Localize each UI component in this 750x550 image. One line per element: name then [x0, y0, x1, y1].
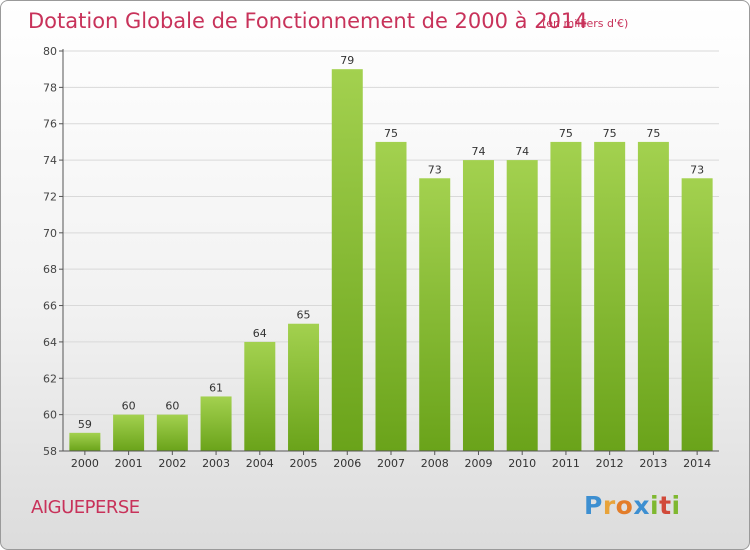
y-tick-label: 78: [43, 81, 57, 94]
y-tick-label: 58: [43, 445, 57, 458]
logo-letter: x: [633, 491, 650, 520]
bar-value-label: 60: [122, 400, 136, 413]
y-tick-label: 62: [43, 372, 57, 385]
x-tick-label: 2004: [246, 457, 274, 470]
bar-2001: [113, 414, 145, 451]
bar-value-label: 59: [78, 418, 92, 431]
x-tick-label: 2001: [115, 457, 143, 470]
x-tick-label: 2011: [552, 457, 580, 470]
x-tick-label: 2012: [596, 457, 624, 470]
bar-value-label: 60: [165, 400, 179, 413]
y-tick-label: 64: [43, 336, 57, 349]
bar-value-label: 73: [428, 163, 442, 176]
bar-2010: [506, 160, 538, 451]
logo-letter: t: [659, 491, 672, 520]
bar-2002: [156, 414, 188, 451]
logo-letter: i: [650, 491, 660, 520]
x-tick-label: 2000: [71, 457, 99, 470]
x-tick-label: 2005: [290, 457, 318, 470]
proxiti-logo: Proxiti: [584, 491, 681, 520]
bar-value-label: 74: [471, 145, 485, 158]
y-tick-label: 66: [43, 300, 57, 313]
bar-value-label: 65: [297, 309, 311, 322]
x-tick-label: 2008: [421, 457, 449, 470]
x-tick-label: 2014: [683, 457, 711, 470]
logo-letter: i: [671, 491, 681, 520]
logo-letter: r: [602, 491, 616, 520]
chart-unit: (en milliers d'€): [542, 17, 629, 30]
bar-value-label: 75: [646, 127, 660, 140]
bar-2008: [419, 178, 451, 452]
x-tick-label: 2006: [333, 457, 361, 470]
commune-name: AIGUEPERSE: [31, 497, 140, 518]
y-tick-label: 80: [43, 45, 57, 58]
bar-value-label: 74: [515, 145, 529, 158]
bar-value-label: 75: [384, 127, 398, 140]
logo-letter: o: [615, 491, 634, 520]
logo-letter: P: [584, 491, 603, 520]
x-tick-label: 2003: [202, 457, 230, 470]
bar-2013: [637, 141, 669, 451]
y-tick-label: 68: [43, 263, 57, 276]
x-tick-label: 2007: [377, 457, 405, 470]
bar-value-label: 61: [209, 381, 223, 394]
bar-2004: [244, 341, 276, 451]
bar-2005: [288, 323, 320, 451]
bar-value-label: 79: [340, 54, 354, 67]
chart-title: Dotation Globale de Fonctionnement de 20…: [28, 9, 588, 33]
x-tick-label: 2013: [639, 457, 667, 470]
bar-value-label: 73: [690, 163, 704, 176]
x-tick-label: 2002: [158, 457, 186, 470]
bar-2003: [200, 396, 232, 451]
bar-2014: [681, 178, 713, 452]
y-tick-label: 72: [43, 190, 57, 203]
bar-2009: [462, 160, 494, 451]
bar-value-label: 64: [253, 327, 267, 340]
y-tick-label: 70: [43, 227, 57, 240]
x-tick-label: 2009: [464, 457, 492, 470]
y-tick-label: 76: [43, 118, 57, 131]
y-tick-label: 74: [43, 154, 57, 167]
bar-2011: [550, 141, 582, 451]
bar-2000: [69, 432, 101, 451]
y-tick-label: 60: [43, 409, 57, 422]
bar-2006: [331, 69, 363, 451]
bar-value-label: 75: [603, 127, 617, 140]
bar-2007: [375, 141, 407, 451]
bar-2012: [594, 141, 626, 451]
x-tick-label: 2010: [508, 457, 536, 470]
bar-value-label: 75: [559, 127, 573, 140]
